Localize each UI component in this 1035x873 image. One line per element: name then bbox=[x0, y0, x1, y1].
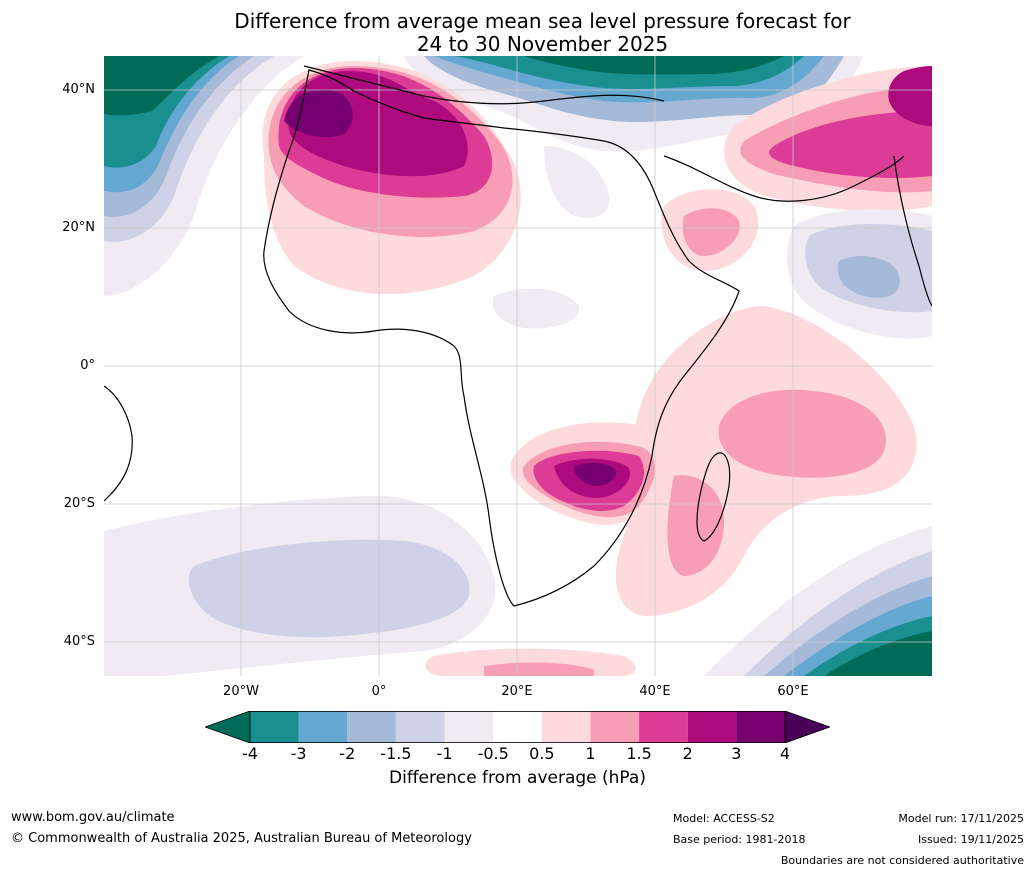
europe-coastline bbox=[303, 65, 665, 105]
lon-label-60e: 60°E bbox=[777, 684, 809, 699]
colorbar-swatch bbox=[590, 711, 640, 743]
madagascar-coastline bbox=[696, 452, 731, 542]
colorbar-tick-label: 1.5 bbox=[626, 744, 652, 763]
lat-label-20n: 20°N bbox=[62, 220, 95, 235]
lon-label-40e: 40°E bbox=[639, 684, 671, 699]
title-line-2: 24 to 30 November 2025 bbox=[416, 32, 669, 56]
model-run-text: Model run: 17/11/2025 bbox=[898, 812, 1024, 825]
india-coastline bbox=[893, 155, 932, 307]
south-america-coastline bbox=[104, 385, 133, 502]
colorbar-tick-label: -0.5 bbox=[477, 744, 509, 763]
southern-africa-positive-anomaly bbox=[510, 422, 663, 525]
lat-label-0: 0° bbox=[80, 358, 95, 373]
sahara-negative-anomaly bbox=[544, 146, 610, 218]
colorbar-tick-label: -1 bbox=[436, 744, 453, 763]
colorbar-label: Difference from average (hPa) bbox=[389, 768, 646, 788]
disclaimer-text: Boundaries are not considered authoritat… bbox=[780, 854, 1024, 867]
central-africa-negative-anomaly bbox=[492, 288, 580, 329]
colorbar-extend-low bbox=[205, 711, 251, 743]
colorbar-tick-label: 2 bbox=[682, 744, 693, 763]
chart-title: Difference from average mean sea level p… bbox=[0, 10, 1035, 56]
lon-label-20e: 20°E bbox=[501, 684, 533, 699]
map-svg bbox=[104, 56, 932, 676]
title-line-1: Difference from average mean sea level p… bbox=[234, 9, 851, 33]
graticule bbox=[104, 56, 932, 676]
middle-east-positive-anomaly bbox=[661, 66, 932, 271]
colorbar-swatch bbox=[444, 711, 494, 743]
website-link[interactable]: www.bom.gov.au/climate bbox=[11, 810, 175, 825]
lon-label-20w: 20°W bbox=[223, 684, 259, 699]
lat-label-20s: 20°S bbox=[63, 496, 95, 511]
anomaly-map[interactable] bbox=[104, 56, 932, 676]
issued-text: Issued: 19/11/2025 bbox=[917, 833, 1024, 846]
northwest-africa-positive-anomaly bbox=[262, 61, 521, 295]
colorbar-swatch bbox=[395, 711, 445, 743]
lat-label-40n: 40°N bbox=[62, 82, 95, 97]
colorbar-swatch bbox=[687, 711, 737, 743]
mediterranean-negative-anomaly bbox=[404, 56, 864, 152]
africa-coastline bbox=[263, 69, 740, 607]
model-text: Model: ACCESS-S2 bbox=[673, 812, 775, 825]
colorbar-tick-label: -4 bbox=[242, 744, 258, 763]
colorbar-tick-label: 3 bbox=[731, 744, 742, 763]
lat-label-40s: 40°S bbox=[63, 634, 95, 649]
colorbar-swatch bbox=[493, 711, 542, 743]
colorbar-tick-label: -2 bbox=[339, 744, 356, 763]
colorbar-swatch bbox=[250, 711, 299, 743]
colorbar-swatch bbox=[736, 711, 785, 743]
colorbar-extend-high bbox=[784, 711, 830, 743]
colorbar-swatch bbox=[541, 711, 591, 743]
arabian-sea-negative-anomaly bbox=[787, 209, 932, 339]
copyright-text: © Commonwealth of Australia 2025, Austra… bbox=[11, 831, 472, 846]
colorbar-swatch bbox=[639, 711, 688, 743]
coastlines bbox=[104, 65, 932, 607]
southern-ocean-negative-anomaly bbox=[425, 526, 932, 676]
colorbar-tick-label: -3 bbox=[290, 744, 307, 763]
colorbar-tick-label: 4 bbox=[779, 744, 791, 763]
north-atlantic-negative-anomaly bbox=[104, 56, 304, 296]
base-period-text: Base period: 1981-2018 bbox=[673, 833, 806, 846]
south-atlantic-negative-anomaly bbox=[104, 496, 496, 676]
colorbar-outline bbox=[249, 711, 786, 743]
arabia-coastline bbox=[663, 155, 905, 202]
colorbar-tick-label: 0.5 bbox=[529, 744, 555, 763]
colorbar bbox=[205, 711, 830, 743]
colorbar-swatch bbox=[298, 711, 348, 743]
colorbar-tick-label: 1 bbox=[585, 744, 596, 763]
lon-label-0: 0° bbox=[371, 684, 387, 699]
colorbar-tick-label: -1.5 bbox=[380, 744, 412, 763]
colorbar-swatch bbox=[347, 711, 396, 743]
southern-indian-ocean-positive-anomaly bbox=[615, 306, 917, 616]
